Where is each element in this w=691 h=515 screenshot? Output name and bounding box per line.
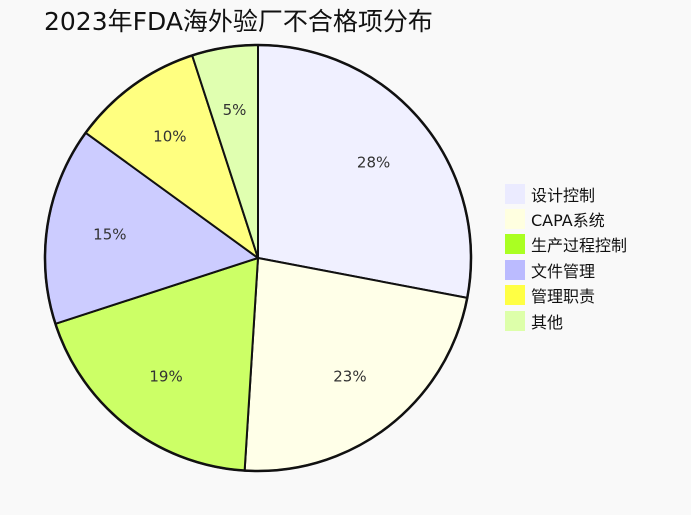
slice-value-label: 10% <box>153 128 186 146</box>
legend-label: 其他 <box>531 312 564 332</box>
legend-label: CAPA系统 <box>531 211 605 231</box>
slice-value-label: 23% <box>333 368 366 386</box>
slice-value-label: 15% <box>93 226 126 244</box>
slice-value-label: 19% <box>149 368 182 386</box>
legend-swatch <box>505 285 525 306</box>
legend-swatch <box>505 209 525 230</box>
pie-outline <box>43 43 473 473</box>
legend-item: 文件管理 <box>505 257 627 282</box>
legend-item: CAPA系统 <box>505 206 627 231</box>
legend-swatch <box>505 234 525 255</box>
legend-swatch <box>505 310 525 331</box>
slice-value-label: 28% <box>357 153 390 171</box>
legend: 设计控制 CAPA系统生产过程控制 文件管理管理职责其他 <box>505 181 627 333</box>
slice-value-label: 5% <box>223 101 247 119</box>
legend-swatch <box>505 259 525 280</box>
legend-item: 管理职责 <box>505 283 627 308</box>
legend-label: 文件管理 <box>531 261 596 281</box>
chart-title: 2023年FDA海外验厂不合格项分布 <box>44 7 433 36</box>
legend-swatch <box>505 183 525 204</box>
legend-label: 管理职责 <box>531 287 596 307</box>
legend-label: 设计控制 <box>531 185 596 205</box>
legend-item: 设计控制 <box>505 181 627 206</box>
legend-item: 生产过程控制 <box>505 232 627 257</box>
pie-slice-1 <box>257 44 472 299</box>
legend-label: 生产过程控制 <box>531 236 628 256</box>
legend-item: 其他 <box>505 308 627 333</box>
